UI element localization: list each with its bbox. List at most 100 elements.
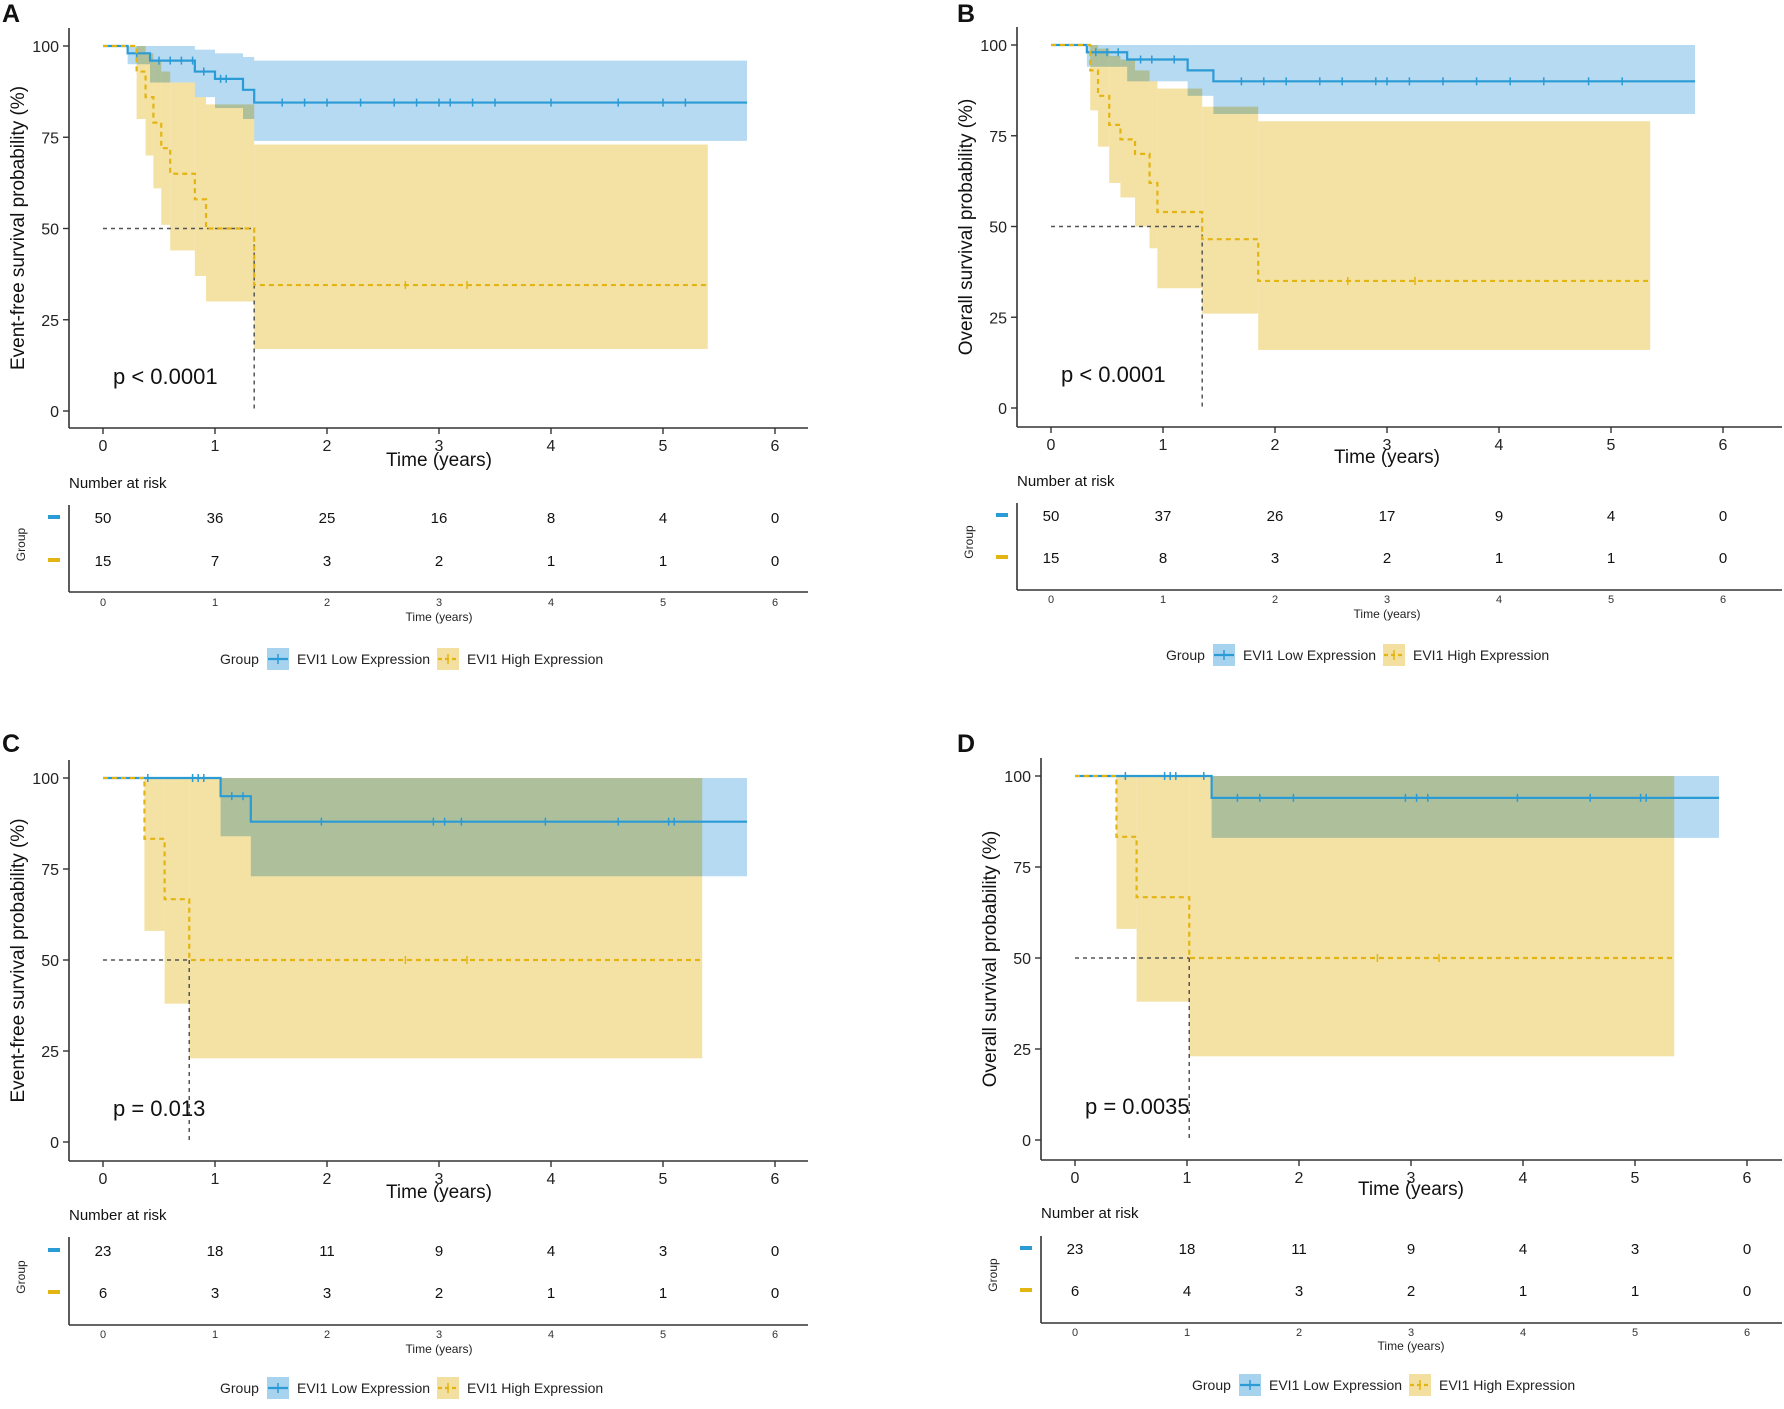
risk-table-x-tick-label: 0 <box>100 597 106 609</box>
risk-table-x-tick-label: 4 <box>1520 1327 1526 1339</box>
risk-count-low: 4 <box>659 510 667 527</box>
low-ci-band <box>250 778 747 877</box>
risk-count-low: 11 <box>1291 1241 1307 1258</box>
panel-letter: C <box>2 730 20 758</box>
x-tick-label: 0 <box>99 438 108 455</box>
p-value-annotation: p < 0.0001 <box>1061 362 1166 387</box>
risk-table-group-label: Group <box>962 525 976 559</box>
legend-low-label: EVI1 Low Expression <box>297 651 430 667</box>
x-axis-title: Time (years) <box>1358 1179 1464 1200</box>
x-tick-label: 4 <box>1519 1170 1528 1187</box>
low-ci-band <box>1213 45 1695 114</box>
risk-count-low: 23 <box>95 1243 112 1260</box>
legend-low-label: EVI1 Low Expression <box>1269 1377 1402 1393</box>
risk-count-high: 1 <box>547 553 555 570</box>
y-axis-title: Overall survival probability (%) <box>956 99 977 356</box>
risk-count-high: 2 <box>435 553 443 570</box>
risk-table-x-tick-label: 1 <box>212 1329 218 1341</box>
risk-table-x-tick-label: 4 <box>1496 594 1502 606</box>
risk-table-x-tick-label: 2 <box>1272 594 1278 606</box>
risk-count-high: 1 <box>1631 1283 1639 1300</box>
y-tick-label: 75 <box>41 862 59 879</box>
y-axis-title: Overall survival probability (%) <box>980 831 1001 1088</box>
risk-table-x-tick-label: 2 <box>1296 1327 1302 1339</box>
x-tick-label: 4 <box>547 1171 556 1188</box>
low-ci-band <box>150 46 195 83</box>
low-ci-band <box>1127 45 1188 82</box>
high-ci-band <box>194 97 207 276</box>
risk-table-group-label: Group <box>14 1260 28 1294</box>
risk-table-x-axis-title: Time (years) <box>1378 1339 1445 1353</box>
x-tick-label: 5 <box>659 1171 668 1188</box>
x-tick-label: 4 <box>547 438 556 455</box>
risk-count-high: 6 <box>1071 1283 1079 1300</box>
risk-table-x-tick-label: 6 <box>772 1329 778 1341</box>
x-tick-label: 5 <box>659 438 668 455</box>
risk-table-x-tick-label: 1 <box>212 597 218 609</box>
risk-table-x-tick-label: 1 <box>1184 1327 1190 1339</box>
risk-count-low: 4 <box>1519 1241 1527 1258</box>
risk-table-x-tick-label: 5 <box>660 597 666 609</box>
x-tick-label: 6 <box>1719 437 1728 454</box>
risk-table-x-axis-title: Time (years) <box>406 1342 473 1356</box>
low-ci-band <box>220 778 251 837</box>
risk-count-high: 15 <box>95 553 112 570</box>
high-ci-band <box>145 53 154 156</box>
risk-count-low: 17 <box>1379 508 1396 525</box>
risk-count-low: 4 <box>1607 508 1615 525</box>
risk-count-high: 3 <box>1295 1283 1303 1300</box>
risk-table-x-tick-label: 5 <box>1632 1327 1638 1339</box>
y-tick-label: 50 <box>41 222 59 239</box>
high-ci-band <box>1149 81 1158 249</box>
risk-count-high: 0 <box>1743 1283 1751 1300</box>
risk-count-low: 50 <box>1043 508 1060 525</box>
x-tick-label: 0 <box>1071 1170 1080 1187</box>
risk-table-x-tick-label: 4 <box>548 1329 554 1341</box>
x-tick-label: 4 <box>1495 437 1504 454</box>
x-axis-title: Time (years) <box>1334 447 1440 468</box>
risk-count-high: 3 <box>211 1285 219 1302</box>
high-ci-band <box>1258 121 1651 350</box>
risk-table-x-tick-label: 5 <box>1608 594 1614 606</box>
risk-count-low: 26 <box>1267 508 1284 525</box>
risk-table-x-tick-label: 0 <box>1072 1327 1078 1339</box>
risk-count-low: 16 <box>431 510 448 527</box>
high-ci-band <box>1109 55 1121 183</box>
y-tick-label: 0 <box>50 1135 59 1152</box>
x-tick-label: 5 <box>1607 437 1616 454</box>
high-ci-band <box>1157 88 1203 289</box>
x-tick-label: 3 <box>1383 437 1392 454</box>
y-tick-label: 25 <box>989 310 1007 327</box>
panel-letter: A <box>2 0 20 28</box>
risk-table-x-axis-title: Time (years) <box>1354 607 1421 621</box>
y-tick-label: 50 <box>989 220 1007 237</box>
panel-letter: B <box>957 0 975 28</box>
y-tick-label: 0 <box>1022 1133 1031 1150</box>
risk-count-high: 0 <box>771 553 779 570</box>
risk-count-low: 37 <box>1155 508 1172 525</box>
risk-count-low: 4 <box>547 1243 555 1260</box>
panel-letter: D <box>957 730 975 758</box>
risk-count-high: 2 <box>1383 550 1391 567</box>
high-ci-band <box>136 46 146 119</box>
high-ci-band <box>1135 70 1150 227</box>
high-ci-band <box>164 778 190 1004</box>
risk-count-low: 18 <box>1179 1241 1196 1258</box>
low-ci-band <box>243 56 255 119</box>
low-expression-curve <box>1051 43 1695 83</box>
low-expression-curve <box>1075 774 1719 799</box>
risk-count-low: 8 <box>547 510 555 527</box>
high-ci-band <box>144 778 165 931</box>
risk-count-high: 8 <box>1159 550 1167 567</box>
risk-table-x-tick-label: 2 <box>324 597 330 609</box>
y-tick-label: 100 <box>980 38 1007 55</box>
y-tick-label: 75 <box>41 130 59 147</box>
risk-count-high: 4 <box>1183 1283 1191 1300</box>
y-tick-label: 25 <box>41 1044 59 1061</box>
risk-table-x-tick-label: 6 <box>772 597 778 609</box>
x-tick-label: 2 <box>1271 437 1280 454</box>
risk-count-low: 18 <box>207 1243 224 1260</box>
risk-count-high: 3 <box>323 1285 331 1302</box>
x-tick-label: 6 <box>771 1171 780 1188</box>
